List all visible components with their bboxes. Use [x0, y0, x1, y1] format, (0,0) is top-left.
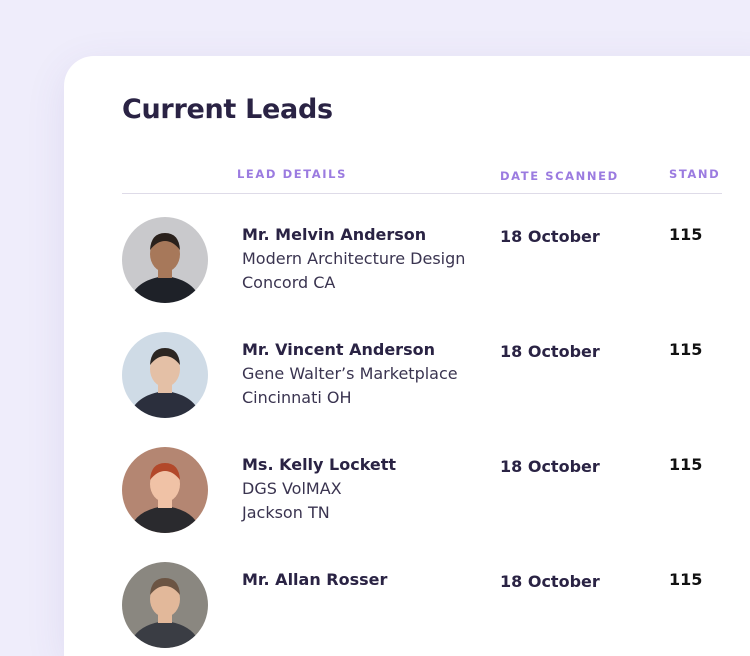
- column-header: STAND: [669, 167, 721, 181]
- lead-name: Mr. Allan Rosser: [242, 570, 388, 589]
- divider: [122, 193, 722, 194]
- avatar: [122, 332, 208, 418]
- date-scanned: 18 October: [500, 342, 600, 361]
- lead-name: Mr. Melvin Anderson: [242, 225, 427, 244]
- date-scanned: 18 October: [500, 572, 600, 591]
- lead-company: Modern Architecture Design: [242, 249, 466, 268]
- stand-number: 115: [669, 225, 703, 244]
- avatar: [122, 562, 208, 648]
- avatar: [122, 217, 208, 303]
- lead-company: Gene Walter’s Marketplace: [242, 364, 458, 383]
- lead-location: Jackson TN: [242, 503, 330, 522]
- lead-name: Mr. Vincent Anderson: [242, 340, 435, 359]
- column-header: LEAD DETAILS: [237, 167, 347, 181]
- stand-number: 115: [669, 455, 703, 474]
- lead-location: Concord CA: [242, 273, 336, 292]
- lead-company: DGS VolMAX: [242, 479, 342, 498]
- stand-number: 115: [669, 340, 703, 359]
- avatar: [122, 447, 208, 533]
- page: Current Leads LEAD DETAILS DATE SCANNED …: [64, 56, 750, 656]
- date-scanned: 18 October: [500, 457, 600, 476]
- lead-name: Ms. Kelly Lockett: [242, 455, 397, 474]
- column-header: DATE SCANNED: [500, 169, 619, 183]
- lead-location: Cincinnati OH: [242, 388, 352, 407]
- title: Current Leads: [122, 94, 333, 125]
- date-scanned: 18 October: [500, 227, 600, 246]
- stand-number: 115: [669, 570, 703, 589]
